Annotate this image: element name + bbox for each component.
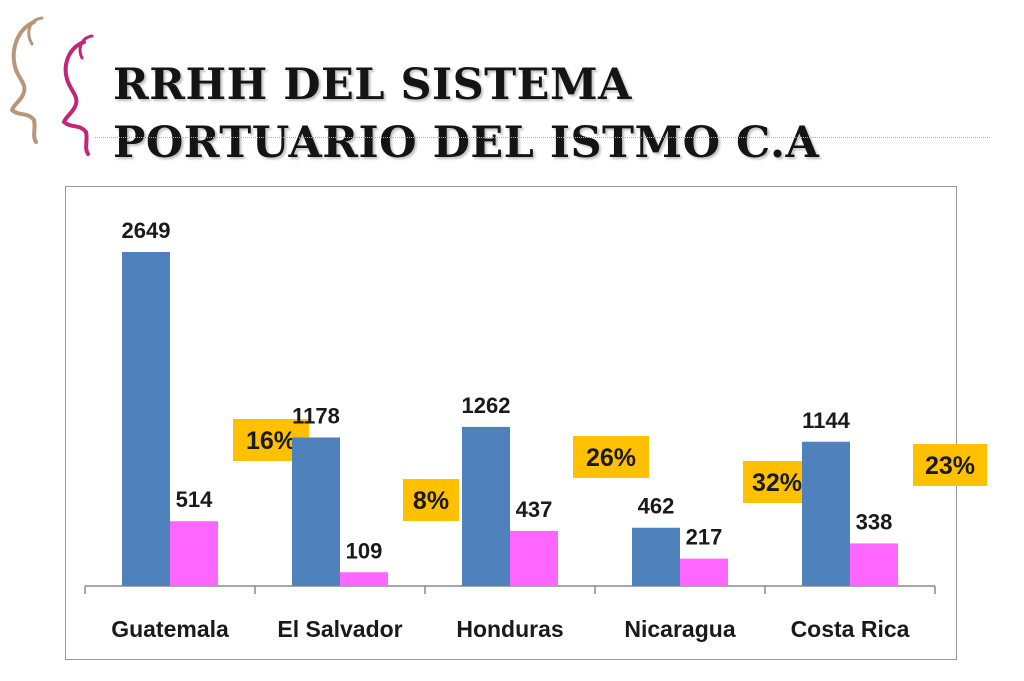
- percent-badge: [573, 436, 649, 478]
- bar-blue: [462, 426, 510, 586]
- bar-pink: [170, 521, 218, 586]
- percent-badge: [743, 461, 811, 503]
- percent-label: 26%: [586, 444, 636, 472]
- bar-blue: [122, 252, 170, 586]
- percent-label: 23%: [925, 452, 975, 480]
- bar-pink: [680, 558, 728, 586]
- logo-faces-icon: [9, 16, 94, 156]
- percent-label: 16%: [246, 427, 296, 455]
- bar-pink: [850, 543, 898, 586]
- bar-blue: [632, 527, 680, 586]
- data-label: 1178: [292, 403, 340, 428]
- data-label: 1144: [802, 408, 850, 433]
- data-label: 437: [516, 497, 553, 522]
- data-label: 109: [346, 538, 383, 563]
- bar-pink: [510, 530, 558, 586]
- title-divider: [95, 137, 990, 138]
- bar-blue: [292, 437, 340, 586]
- percent-badge: [913, 444, 987, 486]
- category-label: Nicaragua: [624, 616, 735, 642]
- page-title: RRHH DEL SISTEMA PORTUARIO DEL ISTMO C.A: [113, 56, 819, 172]
- title-line-1: RRHH DEL SISTEMA: [113, 60, 632, 110]
- category-label: Honduras: [456, 616, 563, 642]
- category-label: Costa Rica: [791, 616, 910, 642]
- data-label: 462: [638, 494, 675, 519]
- title-line-2: PORTUARIO DEL ISTMO C.A: [113, 118, 820, 168]
- data-label: 338: [856, 509, 893, 534]
- category-label: Guatemala: [111, 616, 229, 642]
- percent-label: 32%: [752, 469, 802, 497]
- data-label: 1262: [462, 393, 511, 418]
- bar-blue: [802, 441, 850, 586]
- data-label: 514: [176, 487, 213, 512]
- percent-badge: [403, 479, 459, 521]
- bar-pink: [340, 572, 388, 586]
- percent-label: 8%: [413, 487, 449, 515]
- data-label: 2649: [122, 218, 171, 243]
- category-label: El Salvador: [277, 616, 402, 642]
- data-label: 217: [686, 525, 723, 550]
- chart-frame: [65, 186, 957, 660]
